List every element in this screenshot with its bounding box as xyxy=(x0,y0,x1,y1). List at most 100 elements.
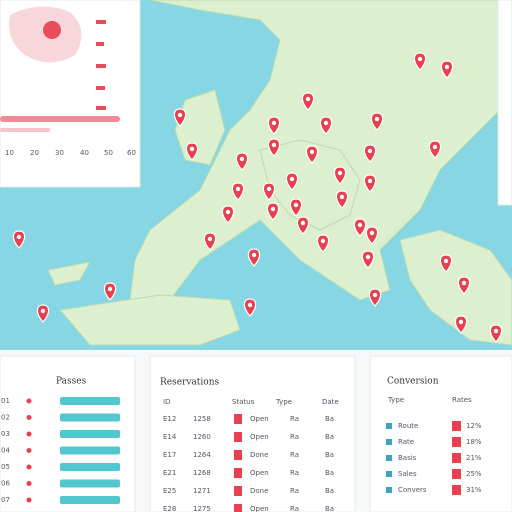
pin-hole xyxy=(443,258,449,264)
map-pin xyxy=(301,92,315,111)
pin-hole xyxy=(270,206,276,212)
cell: Done xyxy=(250,487,268,495)
pin-hole xyxy=(432,144,438,150)
pin-hole xyxy=(107,286,113,292)
cell: Ra xyxy=(290,415,299,423)
row-label: 06 xyxy=(1,480,10,488)
pin-hole xyxy=(271,142,277,148)
row-label: 02 xyxy=(1,414,10,422)
type-tag xyxy=(386,471,392,477)
cell: Ba xyxy=(325,505,334,512)
map-pin xyxy=(243,298,257,317)
cell: 1275 xyxy=(193,505,211,512)
cell: Convers xyxy=(398,486,427,494)
column-header: Type xyxy=(275,398,292,406)
cell: Ra xyxy=(290,451,299,459)
cell: 1271 xyxy=(193,487,211,495)
cell: Ba xyxy=(325,469,334,477)
axis-label: 50 xyxy=(104,149,113,157)
pin-hole xyxy=(247,302,253,308)
map-pin xyxy=(285,172,299,191)
cell: Ba xyxy=(325,451,334,459)
rate-tag xyxy=(452,485,461,495)
progress-bar xyxy=(60,413,120,422)
cell: E17 xyxy=(163,451,176,459)
map-pin xyxy=(305,145,319,164)
status-dot xyxy=(26,464,32,470)
map-pin xyxy=(221,205,235,224)
map-pin xyxy=(333,166,347,185)
status-dot xyxy=(26,448,32,453)
column-header: Type xyxy=(387,396,404,404)
pin-hole xyxy=(367,178,373,184)
pin-hole xyxy=(235,186,241,192)
map-pin xyxy=(363,174,377,193)
cell: Done xyxy=(250,451,268,459)
row-label: 07 xyxy=(1,496,10,504)
status-dot xyxy=(26,431,32,437)
column-header: ID xyxy=(163,398,170,406)
map-pin xyxy=(36,304,50,323)
pin-hole xyxy=(266,186,272,192)
cell: 25% xyxy=(466,470,482,478)
pin-hole xyxy=(365,254,371,260)
row-label: 01 xyxy=(1,397,10,405)
cell: E28 xyxy=(163,505,176,512)
pin-hole xyxy=(251,252,257,258)
cell: E14 xyxy=(163,433,177,441)
progress-bar xyxy=(60,479,120,488)
panel-title: Passes xyxy=(56,377,87,387)
cell: Open xyxy=(250,433,269,441)
pin-hole xyxy=(372,292,378,298)
map-pin xyxy=(296,216,310,235)
map-pin xyxy=(368,288,382,307)
pin-hole xyxy=(305,96,311,102)
cell: 1260 xyxy=(193,433,211,441)
row-label: 05 xyxy=(1,463,10,471)
map-pin xyxy=(12,230,26,249)
cell: Route xyxy=(398,422,418,430)
pin-hole xyxy=(309,149,315,155)
map-pin xyxy=(103,282,117,301)
map-pin xyxy=(266,202,280,221)
pin-hole xyxy=(417,56,423,62)
pin-hole xyxy=(40,308,46,314)
pins xyxy=(12,52,503,343)
map-pin xyxy=(440,60,454,79)
cell: E25 xyxy=(163,487,176,495)
row-label: 03 xyxy=(1,430,10,438)
pin-hole xyxy=(16,234,22,240)
cell: 1258 xyxy=(193,415,211,423)
map-pin xyxy=(185,142,199,161)
pin-hole xyxy=(357,222,363,228)
map-pin xyxy=(203,232,217,251)
pin-hole xyxy=(458,319,464,325)
cell: Ra xyxy=(290,469,299,477)
cell: Open xyxy=(250,505,269,512)
map-pin xyxy=(316,234,330,253)
progress-bar xyxy=(60,430,120,438)
type-tag xyxy=(386,487,392,493)
status-tag xyxy=(234,504,242,512)
map-pin xyxy=(365,226,379,245)
map-pin xyxy=(363,144,377,163)
type-tag xyxy=(386,455,392,461)
rate-tag xyxy=(452,469,461,479)
pin-hole xyxy=(444,64,450,70)
map-pin xyxy=(247,248,261,267)
pin-hole xyxy=(337,170,343,176)
pin-hole xyxy=(493,328,499,334)
pin-hole xyxy=(189,146,195,152)
cell: 1264 xyxy=(193,451,211,459)
map-pin xyxy=(361,250,375,269)
map-pin xyxy=(173,108,187,127)
mini-bars xyxy=(0,20,120,132)
cell: Ra xyxy=(290,433,299,441)
pin-hole xyxy=(323,120,329,126)
cell: 1268 xyxy=(193,469,211,477)
pin-hole xyxy=(339,194,345,200)
status-tag xyxy=(234,486,242,496)
cell: Ba xyxy=(325,433,334,441)
pin-hole xyxy=(239,156,245,162)
